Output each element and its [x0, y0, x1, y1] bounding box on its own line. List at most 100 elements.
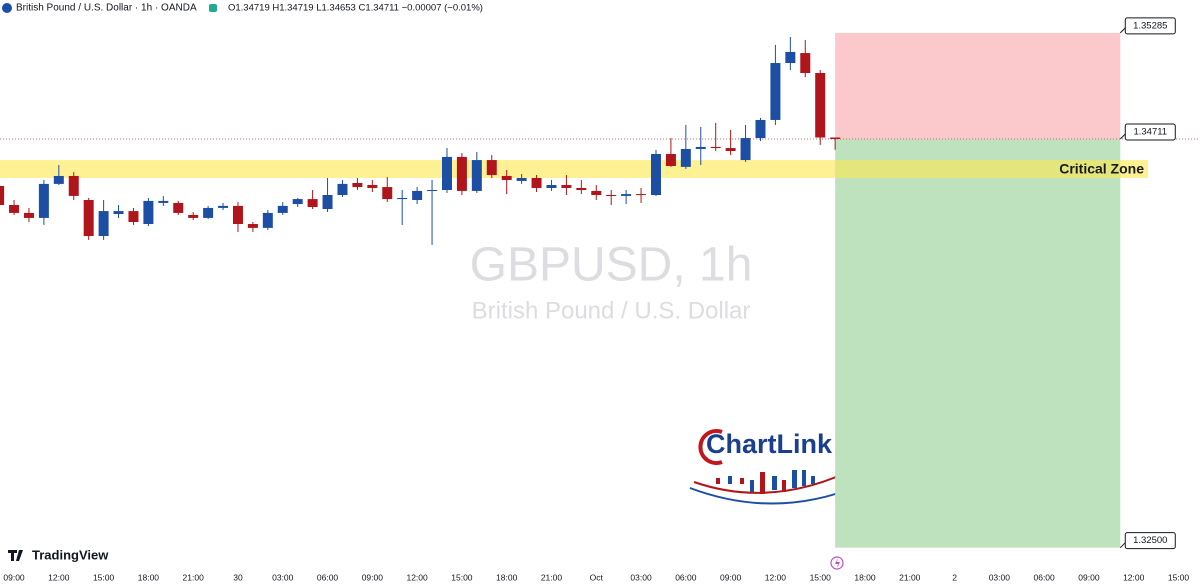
candle-body	[606, 195, 617, 197]
x-tick-label: 09:00	[720, 572, 742, 582]
labels-layer: British Pound / U.S. Dollar · 1h · OANDA…	[2, 3, 1189, 582]
price-tag-box	[1124, 532, 1176, 550]
x-tick-label: 18:00	[496, 572, 518, 582]
brand-icon	[8, 550, 23, 561]
candles-layer	[0, 36, 841, 245]
candle-body	[0, 185, 5, 205]
candle-body	[337, 183, 348, 196]
boxes-layer	[0, 32, 1200, 548]
candle-body	[9, 204, 20, 213]
candle-body	[486, 160, 497, 176]
x-tick-label: 21:00	[541, 572, 563, 582]
candle-body	[815, 73, 826, 138]
candle-body	[98, 211, 109, 237]
x-tick-label: 15:00	[451, 572, 473, 582]
candle-body	[710, 146, 721, 149]
candle-body	[53, 175, 64, 184]
candle-body	[650, 153, 661, 196]
logo-candle	[728, 476, 732, 484]
candle-body	[203, 207, 214, 218]
brand-text: TradingView	[32, 547, 109, 562]
candle-body	[158, 200, 169, 203]
status-dot	[209, 4, 217, 12]
candle-body	[173, 202, 184, 213]
candle-body	[38, 183, 49, 218]
price-tag-box	[1124, 123, 1176, 141]
logo-candle	[740, 478, 744, 484]
legend-ohlc: O1.34719 H1.34719 L1.34653 C1.34711 −0.0…	[228, 3, 483, 14]
event-bolt	[835, 558, 840, 568]
logo-text: ChartLink	[706, 429, 833, 459]
candle-body	[218, 205, 229, 208]
candle-body	[143, 200, 154, 225]
candle-body	[695, 146, 706, 149]
symbol-icon	[2, 3, 12, 13]
candle-body	[785, 51, 796, 64]
zone-layer	[0, 160, 1148, 178]
candle-body	[188, 214, 199, 218]
x-tick-label: 09:00	[362, 572, 384, 582]
x-tick-label: 12:00	[1123, 572, 1145, 582]
target-box	[835, 138, 1121, 548]
x-tick-label: 18:00	[138, 572, 160, 582]
x-tick-label: 03:00	[630, 572, 652, 582]
candle-body	[23, 212, 34, 218]
x-tick-label: 15:00	[810, 572, 832, 582]
logo-candle	[772, 476, 777, 490]
chartlink-logo: ChartLink	[689, 429, 861, 505]
candle-body	[113, 211, 124, 215]
candle-body	[247, 224, 258, 228]
logo-candles	[716, 470, 815, 494]
logo-candle	[792, 470, 797, 488]
watermark-symbol: GBPUSD, 1h	[470, 239, 753, 292]
x-tick-label: 09:00	[3, 572, 25, 582]
watermark-name: British Pound / U.S. Dollar	[472, 297, 751, 324]
x-tick-label: 03:00	[272, 572, 294, 582]
price-tag: 1.35285	[1133, 20, 1167, 31]
candle-body	[830, 137, 841, 139]
candle-body	[516, 177, 527, 181]
candle-body	[755, 119, 766, 139]
critical-zone	[0, 160, 1148, 178]
logo-candle	[750, 480, 754, 492]
candle-body	[277, 205, 288, 213]
price-tag: 1.34711	[1133, 127, 1167, 138]
x-tick-label: 30	[233, 572, 243, 582]
x-tick-label: 15:00	[93, 572, 115, 582]
candle-body	[382, 187, 393, 200]
x-tick-label: 21:00	[183, 572, 205, 582]
candle-body	[412, 190, 423, 200]
x-tick-label: 21:00	[899, 572, 921, 582]
candle-body	[367, 185, 378, 188]
price-tag-box	[1124, 17, 1176, 35]
candle-body	[725, 148, 736, 152]
logo-arc	[698, 429, 723, 465]
candle-body	[427, 190, 438, 192]
candle-body	[770, 63, 781, 120]
x-tick-label: 09:00	[1078, 572, 1100, 582]
candle-body	[740, 138, 751, 161]
x-tick-label: 06:00	[1033, 572, 1055, 582]
candle-body	[501, 175, 512, 181]
logo-candle	[760, 472, 765, 494]
candle-body	[680, 148, 691, 167]
x-tick-label: 2	[952, 572, 957, 582]
chart-title: British Pound / U.S. Dollar · 1h · OANDA	[16, 3, 197, 14]
x-tick-label: 06:00	[675, 572, 697, 582]
logo-candle	[782, 480, 786, 492]
candle-body	[576, 187, 587, 191]
candle-body	[292, 199, 303, 205]
logo-candle	[802, 470, 806, 486]
candle-body	[352, 182, 363, 188]
candle-body	[471, 160, 482, 191]
logo-candle	[716, 478, 720, 484]
candle-body	[621, 194, 632, 196]
x-tick-label: 12:00	[765, 572, 787, 582]
candle-body	[636, 194, 647, 196]
candle-body	[441, 156, 452, 191]
candle-body	[128, 211, 139, 222]
candle-body	[665, 153, 676, 166]
zone-label: Critical Zone	[1059, 161, 1144, 177]
candle-body	[561, 185, 572, 188]
